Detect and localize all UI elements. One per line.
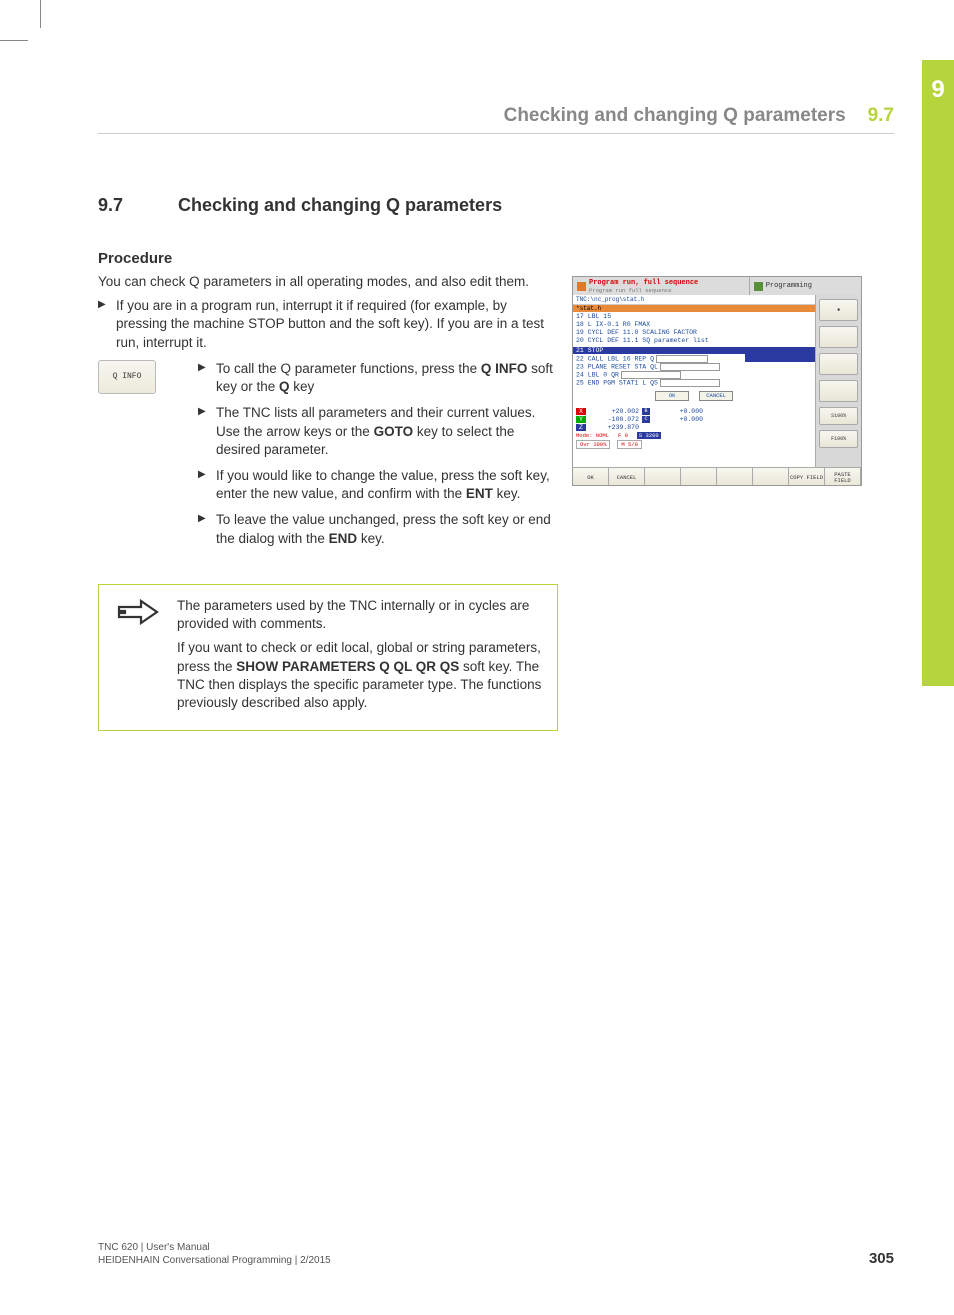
- sc-stop-line: 21 STOP: [573, 347, 815, 354]
- note-text: The parameters used by the TNC internall…: [177, 597, 545, 718]
- coord-m: M 5/9: [617, 440, 642, 449]
- sc-titlebar: Program run, full sequence Program run f…: [573, 277, 861, 295]
- crop-marks: [0, 0, 954, 60]
- section-title: Checking and changing Q parameters: [178, 195, 502, 215]
- sub-bullet-4: To leave the value unchanged, press the …: [198, 511, 558, 547]
- sc-programming-label: Programming: [766, 282, 812, 290]
- softkey-bullet-column: To call the Q parameter functions, press…: [198, 358, 558, 556]
- sub-bullet-3: If you would like to change the value, p…: [198, 467, 558, 503]
- q-line: 22 CALL LBL 16 REP Q: [576, 355, 654, 362]
- sc-q-param-area: 22 CALL LBL 16 REP Q 23 PLANE RESET STA …: [573, 354, 815, 406]
- t: Q: [279, 379, 290, 394]
- header-rule: [98, 133, 894, 134]
- prog-line: 17 LBL 15: [576, 313, 812, 321]
- chapter-tab: 9: [922, 60, 954, 686]
- page-header: Checking and changing Q parameters 9.7: [504, 105, 894, 127]
- sk-5: [717, 468, 753, 486]
- page-number: 305: [869, 1250, 894, 1267]
- footer-line1: TNC 620 | User's Manual: [98, 1241, 331, 1254]
- t: SHOW PARAMETERS Q QL QR QS: [236, 659, 459, 674]
- tnc-screenshot: Program run, full sequence Program run f…: [572, 276, 862, 486]
- sc-softkey-bar: OK CANCEL COPY FIELD PASTE FIELD: [573, 467, 861, 486]
- coord-z: +239.870: [589, 424, 639, 431]
- page-footer: TNC 620 | User's Manual HEIDENHAIN Conve…: [98, 1241, 894, 1267]
- sc-program-panel: TNC:\nc_prog\stat.h *stat.h 17 LBL 15 18…: [573, 295, 816, 467]
- section-heading: 9.7Checking and changing Q parameters: [98, 195, 558, 216]
- procedure-bullet-1: If you are in a program run, interrupt i…: [98, 297, 558, 352]
- prog-icon: [754, 282, 763, 291]
- sc-mode-title: Program run, full sequence: [589, 279, 698, 287]
- sk-6: [753, 468, 789, 486]
- coord-x: +20.002: [589, 408, 639, 415]
- q-line: 25 END PGM STAT1 L QS: [576, 379, 658, 386]
- coord-y2: +0.000: [653, 416, 703, 423]
- t: To call the Q parameter functions, press…: [216, 361, 481, 376]
- coord-x2: +0.000: [653, 408, 703, 415]
- coord-ovr: Ovr 100%: [576, 440, 610, 449]
- sk-copy: COPY FIELD: [789, 468, 825, 486]
- t: Q INFO: [481, 361, 528, 376]
- note-arrow-icon: [99, 597, 177, 625]
- sc-mode-subtitle: Program run full sequence: [589, 287, 698, 294]
- procedure-heading: Procedure: [98, 250, 558, 267]
- sc-ok-mini: OK: [655, 391, 689, 401]
- t: GOTO: [374, 424, 414, 439]
- side-btn-1: [819, 326, 858, 348]
- prog-line: 19 CYCL DEF 11.0 SCALING FACTOR: [576, 329, 812, 337]
- coord-y: -100.072: [589, 416, 639, 423]
- footer-left: TNC 620 | User's Manual HEIDENHAIN Conve…: [98, 1241, 331, 1267]
- note-p2: If you want to check or edit local, glob…: [177, 639, 545, 712]
- sub-bullet-2: The TNC lists all parameters and their c…: [198, 404, 558, 459]
- side-btn-f100: F100%: [819, 430, 858, 448]
- sk-cancel: CANCEL: [609, 468, 645, 486]
- sc-title-left: Program run, full sequence Program run f…: [573, 277, 750, 295]
- prog-line: 20 CYCL DEF 11.1 SQ parameter list: [576, 337, 812, 345]
- header-title: Checking and changing Q parameters: [504, 105, 846, 127]
- t: key: [290, 379, 315, 394]
- side-btn-s100: S100%: [819, 407, 858, 425]
- coord-s: S 3200: [637, 432, 661, 439]
- t: key.: [493, 486, 521, 501]
- coord-f: F 0: [618, 432, 628, 439]
- mode-icon: [577, 282, 586, 291]
- procedure-list: If you are in a program run, interrupt i…: [98, 297, 558, 352]
- side-btn-gear: ✱: [819, 299, 858, 321]
- side-btn-3: [819, 380, 858, 402]
- q-line: 24 LBL 0 QR: [576, 371, 619, 378]
- sk-4: [681, 468, 717, 486]
- sc-title-right: Programming: [750, 277, 861, 295]
- q-info-softkey: Q INFO: [98, 360, 156, 394]
- sk-ok: OK: [573, 468, 609, 486]
- sc-cancel-mini: CANCEL: [699, 391, 733, 401]
- t: key.: [357, 531, 385, 546]
- t: ENT: [466, 486, 493, 501]
- sc-coords: X+20.002B+0.000 Y-100.072C+0.000 Z+239.8…: [573, 406, 815, 452]
- header-section-number: 9.7: [868, 105, 894, 127]
- note-p1: The parameters used by the TNC internall…: [177, 597, 545, 633]
- sc-path: TNC:\nc_prog\stat.h: [573, 295, 815, 305]
- sk-3: [645, 468, 681, 486]
- sc-sidebar: ✱ S100% F100%: [816, 295, 861, 467]
- sc-program-lines: 17 LBL 15 18 L IX-0.1 R0 FMAX 19 CYCL DE…: [573, 312, 815, 347]
- sc-file-row: *stat.h: [573, 305, 815, 312]
- sub-bullet-1: To call the Q parameter functions, press…: [198, 360, 558, 396]
- main-content: 9.7Checking and changing Q parameters Pr…: [98, 195, 558, 731]
- sk-paste: PASTE FIELD: [825, 468, 861, 486]
- softkey-row: Q INFO To call the Q parameter functions…: [98, 358, 558, 556]
- prog-line: 18 L IX-0.1 R0 FMAX: [576, 321, 812, 329]
- section-number: 9.7: [98, 195, 178, 216]
- side-btn-2: [819, 353, 858, 375]
- note-box: The parameters used by the TNC internall…: [98, 584, 558, 731]
- procedure-intro: You can check Q parameters in all operat…: [98, 273, 558, 291]
- q-line: 23 PLANE RESET STA QL: [576, 363, 658, 370]
- coord-mode: Mode: NOML: [576, 432, 609, 439]
- footer-line2: HEIDENHAIN Conversational Programming | …: [98, 1254, 331, 1267]
- t: END: [329, 531, 358, 546]
